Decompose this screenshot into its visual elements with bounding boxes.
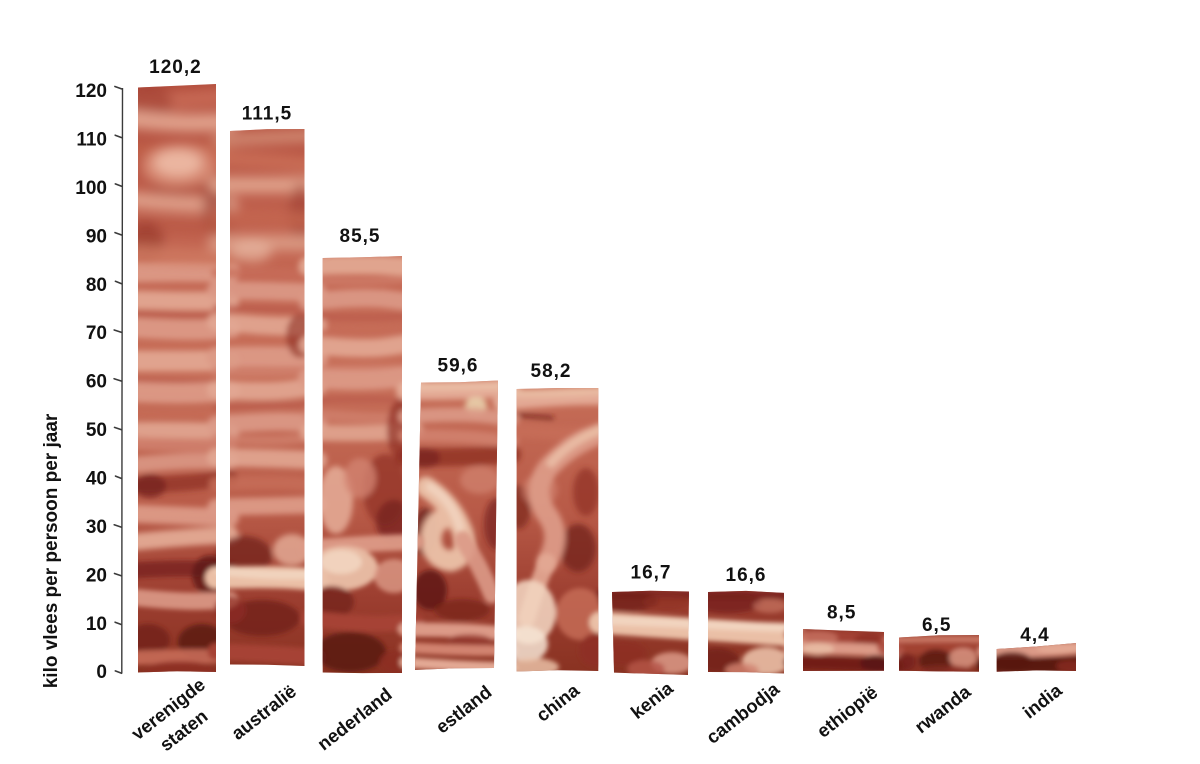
- svg-text:6,5: 6,5: [922, 615, 951, 636]
- svg-text:kilo vlees per persoon per jaa: kilo vlees per persoon per jaar: [41, 413, 62, 688]
- svg-text:ethiopië: ethiopië: [813, 681, 882, 741]
- svg-text:10: 10: [86, 614, 107, 635]
- svg-text:59,6: 59,6: [438, 356, 479, 377]
- svg-text:india: india: [1019, 679, 1067, 723]
- svg-text:cambodja: cambodja: [702, 678, 784, 748]
- svg-text:20: 20: [86, 565, 107, 586]
- svg-text:16,7: 16,7: [631, 563, 672, 584]
- svg-text:china: china: [532, 679, 584, 726]
- svg-text:120: 120: [75, 81, 107, 102]
- svg-text:16,6: 16,6: [726, 565, 767, 586]
- svg-text:58,2: 58,2: [531, 361, 572, 382]
- svg-text:rwanda: rwanda: [910, 680, 975, 737]
- svg-text:90: 90: [86, 226, 107, 247]
- svg-text:estland: estland: [431, 681, 495, 737]
- svg-text:50: 50: [86, 420, 107, 441]
- svg-text:nederland: nederland: [313, 683, 396, 754]
- svg-text:30: 30: [86, 517, 107, 538]
- svg-text:60: 60: [86, 372, 107, 393]
- svg-text:70: 70: [86, 323, 107, 344]
- svg-text:40: 40: [86, 469, 107, 490]
- svg-text:4,4: 4,4: [1020, 625, 1049, 646]
- svg-text:110: 110: [76, 130, 107, 151]
- svg-text:111,5: 111,5: [242, 104, 292, 125]
- svg-text:8,5: 8,5: [827, 603, 856, 624]
- svg-text:australië: australië: [227, 680, 300, 743]
- svg-text:kenia: kenia: [627, 677, 678, 723]
- svg-text:85,5: 85,5: [340, 226, 381, 247]
- svg-text:0: 0: [96, 662, 107, 683]
- svg-text:100: 100: [75, 178, 107, 199]
- svg-text:120,2: 120,2: [149, 57, 202, 78]
- svg-text:80: 80: [86, 275, 107, 296]
